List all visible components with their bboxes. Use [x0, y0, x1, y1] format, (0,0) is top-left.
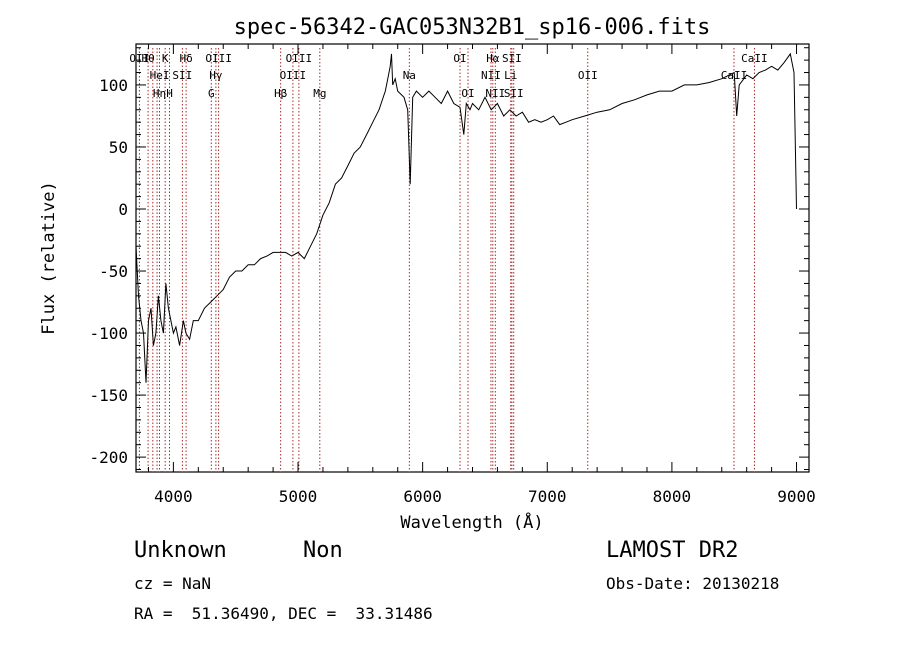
spectral-line-label: Mg [313, 87, 326, 100]
observation-date: Obs-Date: 20130218 [606, 574, 780, 593]
spectral-line-label: Hθ [141, 52, 154, 65]
y-tick-label: -200 [89, 448, 128, 467]
spectral-line-label: OIII [205, 52, 232, 65]
plot-frame [135, 43, 810, 473]
x-tick-label: 4000 [154, 487, 193, 506]
x-axis-label: Wavelength (Å) [400, 511, 543, 533]
ra-dec: RA = 51.36490, DEC = 33.31486 [134, 604, 433, 623]
spectral-line-label: NII [481, 69, 501, 82]
y-tick-label: -150 [89, 386, 128, 405]
spectral-line-label: Hδ [179, 52, 192, 65]
spectrum-series-line [135, 52, 797, 383]
y-tick-label: -100 [89, 324, 128, 343]
spectral-line-label: Hη [153, 87, 166, 100]
x-tick-label: 8000 [653, 487, 692, 506]
spectral-line-label: K [162, 52, 169, 65]
x-tick-label: 7000 [528, 487, 567, 506]
x-tick-label: 5000 [279, 487, 318, 506]
axis-ticks [136, 44, 809, 472]
y-tick-label: 50 [109, 138, 128, 157]
spectral-line-labels: OIIHθHeIHηKHSIIHδGHγOIIIHβOIIIOIIIMgNaOI… [129, 52, 767, 100]
chart-title: spec-56342-GAC053N32B1_sp16-006.fits [234, 15, 711, 40]
spectral-line-markers [138, 48, 755, 472]
spectral-line-label: CaII [741, 52, 768, 65]
x-tick-label: 9000 [777, 487, 816, 506]
spectral-line-label: OII [129, 52, 149, 65]
spectral-line-label: HeI [150, 69, 170, 82]
y-tick-label: 100 [99, 76, 128, 95]
spectral-line-label: SII [504, 87, 524, 100]
spectral-line-label: SII [172, 69, 192, 82]
spectral-line-label: H [166, 87, 173, 100]
spectral-line-label: OI [453, 52, 466, 65]
spectral-line-label: SII [502, 52, 522, 65]
spectral-line-label: NII [485, 87, 505, 100]
x-tick-label: 6000 [403, 487, 442, 506]
spectral-line-label: OI [461, 87, 474, 100]
y-axis-label: Flux (relative) [39, 181, 59, 335]
spectral-line-label: G [208, 87, 215, 100]
y-tick-label: -50 [99, 262, 128, 281]
spectral-line-label: Na [403, 69, 416, 82]
spectral-line-label: Li [504, 69, 517, 82]
y-tick-label: 0 [118, 200, 128, 219]
spectral-line-label: OIII [280, 69, 307, 82]
object-subclass: Non [303, 538, 343, 563]
axis-tick-labels: 4000 5000 6000 7000 8000 9000 -200 -150 -100 -50 0… [89, 76, 815, 506]
spectral-line-label: Hβ [274, 87, 288, 100]
redshift-cz: cz = NaN [134, 574, 212, 593]
spectral-line-label: Hγ [209, 69, 223, 82]
spectral-line-label: Hα [486, 52, 500, 65]
object-class: Unknown [134, 538, 227, 563]
survey-name: LAMOST DR2 [606, 538, 739, 563]
spectral-line-label: OIII [286, 52, 313, 65]
spectral-line-label: OII [578, 69, 598, 82]
